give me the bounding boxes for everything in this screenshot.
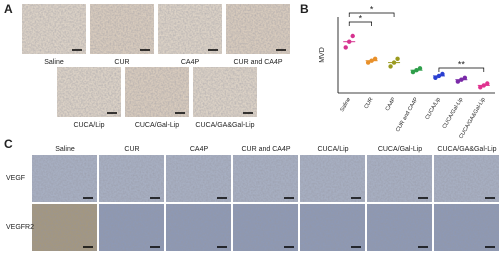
significance-mark: * xyxy=(370,4,374,14)
data-point xyxy=(481,83,486,88)
data-point xyxy=(372,56,378,61)
image-label: Saline xyxy=(44,59,64,66)
x-tick-label: Saline xyxy=(339,97,352,113)
data-point xyxy=(369,58,374,63)
micrograph-texture xyxy=(367,155,432,202)
data-point xyxy=(436,73,442,79)
micrograph-texture xyxy=(233,155,298,202)
micrograph-texture xyxy=(367,204,432,251)
image-label: CA4P xyxy=(181,59,200,66)
image-label: CUR and CA4P xyxy=(233,59,282,66)
micrograph-texture xyxy=(32,155,97,202)
micrograph-texture xyxy=(226,4,290,54)
column-header: Saline xyxy=(55,146,75,153)
micrograph-texture xyxy=(99,155,164,202)
data-point xyxy=(365,60,371,65)
micrograph-texture xyxy=(125,67,189,117)
data-point xyxy=(414,68,419,73)
micrograph-texture xyxy=(193,67,257,117)
data-point xyxy=(478,85,483,90)
column-header: CUR xyxy=(124,146,139,153)
data-point xyxy=(395,56,400,61)
data-point xyxy=(343,45,348,50)
data-point xyxy=(410,69,416,75)
micrograph-texture xyxy=(32,204,97,251)
significance-mark: ** xyxy=(458,59,466,69)
image-label: CUCA/Lip xyxy=(73,122,104,129)
data-point xyxy=(459,77,464,82)
micrograph-texture xyxy=(300,204,365,251)
x-tick-label: CUR xyxy=(363,97,374,110)
data-point xyxy=(440,71,445,77)
x-tick-label: CUCA/GA&Gal-Lip xyxy=(458,97,486,140)
column-header: CA4P xyxy=(190,146,209,153)
data-point xyxy=(485,81,490,86)
micrograph-texture xyxy=(300,155,365,202)
data-point xyxy=(388,64,393,69)
micrograph-texture xyxy=(99,204,164,251)
micrograph-texture xyxy=(233,204,298,251)
column-header: CUCA/GA&Gal-Lip xyxy=(437,146,496,153)
micrograph-texture xyxy=(434,155,499,202)
significance-mark: * xyxy=(359,13,363,23)
column-header: CUCA/Gal-Lip xyxy=(378,146,422,153)
micrograph-texture xyxy=(158,4,222,54)
panel-label: C xyxy=(4,137,13,151)
image-label: CUR xyxy=(114,59,129,66)
significance-bracket xyxy=(348,12,395,17)
x-tick-label: CUCA/Gal-Lip xyxy=(442,97,465,130)
data-point xyxy=(391,60,397,65)
micrograph-texture xyxy=(434,204,499,251)
x-tick-label: CUR and CA4P xyxy=(395,96,420,133)
significance-bracket xyxy=(438,67,485,72)
data-point xyxy=(462,75,468,81)
data-point xyxy=(350,33,355,39)
micrograph-texture xyxy=(22,4,86,54)
micrograph-texture xyxy=(166,204,231,251)
data-point xyxy=(417,66,423,71)
micrograph-texture xyxy=(166,155,231,202)
data-point xyxy=(347,39,352,44)
x-tick-label: CA4P xyxy=(385,96,398,112)
data-point xyxy=(433,75,438,81)
x-tick-label: CUCA/Lip xyxy=(424,97,441,121)
image-label: CUCA/GA&Gal-Lip xyxy=(195,122,254,129)
micrograph-texture xyxy=(57,67,121,117)
column-header: CUR and CA4P xyxy=(241,146,290,153)
panel-label: A xyxy=(4,2,13,16)
micrograph-texture xyxy=(90,4,154,54)
column-header: CUCA/Lip xyxy=(317,146,348,153)
row-label: VEGF xyxy=(6,175,25,182)
row-label: VEGFR2 xyxy=(6,224,34,231)
y-axis-label: MVD xyxy=(319,47,326,63)
panel-label: B xyxy=(300,2,309,16)
data-point xyxy=(455,79,461,84)
significance-bracket xyxy=(348,21,372,26)
image-label: CUCA/Gal-Lip xyxy=(135,122,179,129)
